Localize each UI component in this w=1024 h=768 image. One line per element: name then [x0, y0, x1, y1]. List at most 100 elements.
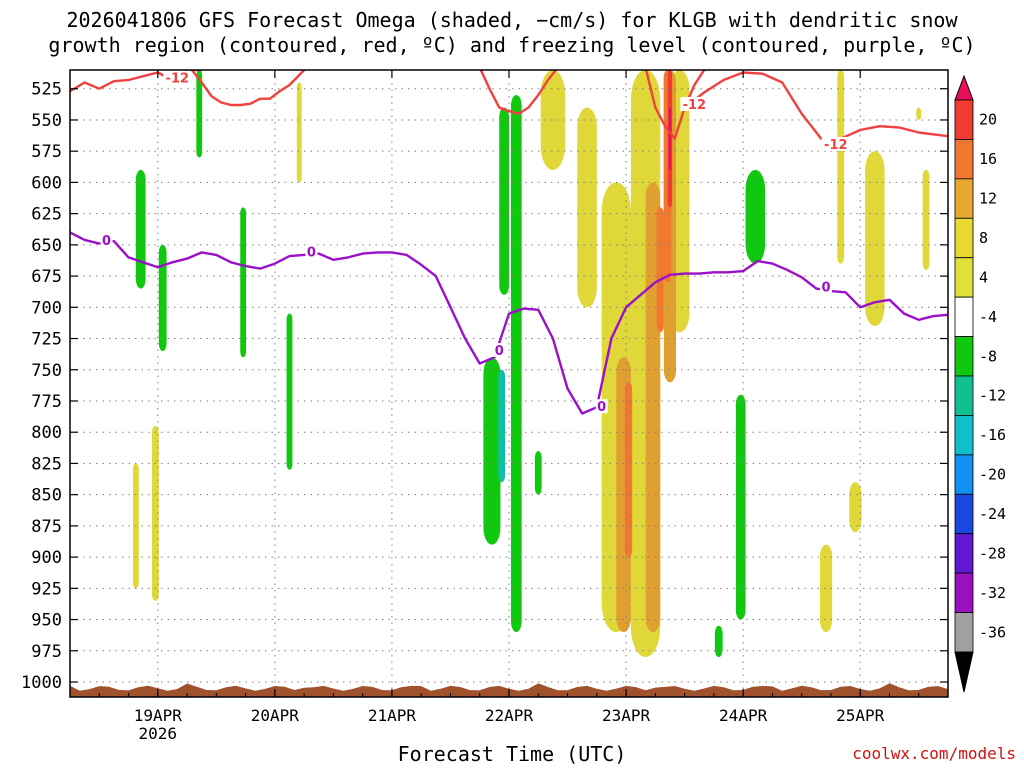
chart-title-line2: growth region (contoured, red, ºC) and f…: [48, 33, 976, 57]
y-tick-label-12: 825: [31, 454, 62, 474]
colorbar-bottom-arrow: [954, 651, 974, 693]
y-tick-label-14: 875: [31, 517, 62, 537]
colorbar-box-1: [954, 139, 974, 180]
y-tick-label-4: 625: [31, 205, 62, 225]
colorbar-label-9: -20: [979, 466, 1006, 484]
omega-region-8: [498, 369, 506, 483]
omega-region-23: [922, 169, 930, 270]
freezing-label-bg-4: [820, 279, 833, 294]
y-tick-label-1: 550: [31, 111, 62, 131]
x-tick-label-4: 23APR: [602, 706, 651, 725]
omega-region-2: [158, 244, 167, 352]
colorbar-top-arrow: [954, 74, 974, 101]
omega-region-11: [735, 394, 746, 620]
omega-region-24: [916, 107, 922, 120]
chart-title-line1: 2026041806 GFS Forecast Omega (shaded, −…: [66, 8, 958, 32]
omega-region-4: [286, 313, 293, 470]
source-credit: coolwx.com/models: [852, 744, 1016, 763]
dgz-contour-label-1: -12: [683, 98, 707, 113]
colorbar-label-2: 12: [979, 190, 997, 208]
freezing-label-bg-2: [493, 343, 506, 358]
y-tick-label-19: 1000: [21, 673, 62, 693]
colorbar-box-7: [954, 375, 974, 416]
colorbar-label-3: 8: [979, 229, 988, 247]
omega-region-3: [240, 207, 247, 358]
plot-area: -12 -12 -12 0 0 0 0 0: [70, 70, 948, 697]
omega-region-10: [745, 169, 766, 264]
x-axis-label: Forecast Time (UTC): [397, 742, 627, 766]
dgz-label-bg-1: [680, 96, 709, 111]
colorbar-box-11: [954, 533, 974, 574]
chart-title: 2026041806 GFS Forecast Omega (shaded, −…: [0, 8, 1024, 58]
colorbar-box-2: [954, 178, 974, 219]
y-tick-label-0: 525: [31, 80, 62, 100]
x-tick-label-2: 21APR: [368, 706, 417, 725]
colorbar-label-8: -16: [979, 426, 1006, 444]
colorbar-label-5: -4: [979, 308, 997, 326]
dgz-minus12-contour-3: [644, 70, 709, 140]
colorbar-box-6: [954, 336, 974, 377]
omega-region-0: [196, 70, 203, 158]
dgz-label-bg-0: [163, 70, 192, 85]
omega-region-1: [135, 169, 146, 289]
colorbar-label-7: -12: [979, 387, 1006, 405]
omega-region-5: [483, 357, 501, 545]
colorbar-box-10: [954, 493, 974, 535]
freezing-level-contour: [70, 231, 948, 415]
omega-region-7: [510, 94, 522, 633]
freezing-contour-label-0: 0: [102, 234, 111, 249]
omega-region-31: [656, 207, 664, 333]
y-tick-label-13: 850: [31, 486, 62, 506]
x-tick-label-1: 20APR: [251, 706, 300, 725]
omega-region-34: [668, 107, 672, 170]
y-tick-label-9: 750: [31, 361, 62, 381]
colorbar-label-11: -28: [979, 544, 1006, 562]
freezing-label-bg-0: [100, 233, 113, 248]
dgz-contour-label-0: -12: [166, 72, 190, 87]
freezing-contour-label-1: 0: [307, 245, 316, 260]
colorbar-label-13: -36: [979, 623, 1006, 641]
x-tick-label-5: 24APR: [719, 706, 768, 725]
freezing-contour-label-3: 0: [597, 400, 606, 415]
dgz-contour-label-2: -12: [824, 138, 848, 153]
y-tick-label-7: 700: [31, 298, 62, 318]
y-tick-label-8: 725: [31, 330, 62, 350]
colorbar-label-1: 16: [979, 150, 997, 168]
omega-region-6: [499, 107, 509, 295]
colorbar-label-0: 20: [979, 111, 997, 129]
freezing-contour-label-4: 0: [822, 280, 831, 295]
y-tick-label-3: 600: [31, 173, 62, 193]
x-tick-label-3: 22APR: [485, 706, 534, 725]
omega-region-9: [534, 450, 542, 495]
y-tick-label-6: 675: [31, 267, 62, 287]
y-tick-label-5: 650: [31, 236, 62, 256]
colorbar-box-3: [954, 217, 974, 259]
colorbar-box-9: [954, 454, 974, 495]
y-tick-label-15: 900: [31, 548, 62, 568]
omega-region-22: [865, 151, 885, 327]
omega-region-21: [837, 70, 845, 264]
omega-region-16: [540, 70, 566, 170]
y-tick-label-18: 975: [31, 642, 62, 662]
omega-region-14: [151, 425, 159, 601]
omega-region-15: [296, 82, 302, 183]
colorbar-label-10: -24: [979, 505, 1006, 523]
colorbar-box-8: [954, 415, 974, 456]
omega-region-12: [714, 625, 723, 658]
colorbar-box-12: [954, 572, 974, 613]
colorbar-box-0: [954, 99, 974, 140]
y-tick-label-11: 800: [31, 423, 62, 443]
x-tick-label-6: 25APR: [836, 706, 885, 725]
dgz-minus12-contour-4: [683, 71, 948, 140]
dgz-minus12-contour-1: [190, 70, 306, 107]
y-tick-label-17: 950: [31, 611, 62, 631]
omega-region-30: [624, 382, 633, 558]
colorbar-box-13: [954, 612, 974, 653]
y-tick-label-2: 575: [31, 142, 62, 162]
dgz-label-bg-2: [821, 136, 850, 151]
colorbar-box-5: [954, 296, 974, 337]
x-tick-label-0: 19APR: [134, 706, 183, 725]
omega-region-25: [819, 544, 833, 633]
freezing-contour-label-2: 0: [495, 344, 504, 359]
